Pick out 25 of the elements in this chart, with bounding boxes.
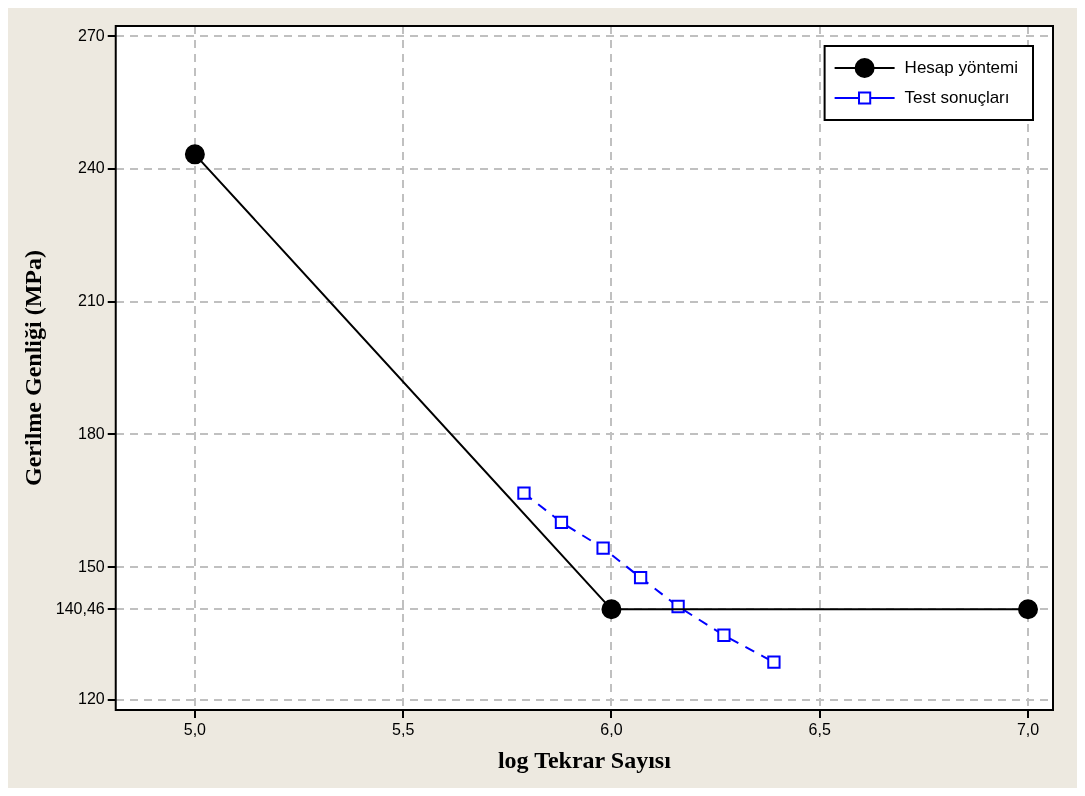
point bbox=[717, 628, 731, 642]
point bbox=[633, 571, 648, 585]
y-tick-label: 150 bbox=[78, 557, 105, 575]
point bbox=[554, 515, 569, 530]
y-tick-label: 210 bbox=[78, 292, 105, 310]
point bbox=[184, 144, 205, 165]
y-tick-label: 180 bbox=[78, 424, 105, 442]
point bbox=[767, 655, 781, 669]
point bbox=[1018, 599, 1039, 620]
x-tick-label: 6,5 bbox=[808, 721, 831, 739]
x-tick-label: 5,5 bbox=[392, 721, 415, 739]
x-tick-label: 7,0 bbox=[1016, 721, 1040, 739]
y-tick-label: 120 bbox=[78, 690, 105, 708]
legend-label: Hesap yöntemi bbox=[904, 57, 1018, 77]
point bbox=[596, 541, 610, 555]
y-tick-label: 240 bbox=[78, 159, 105, 177]
point bbox=[601, 599, 622, 620]
x-tick-label: 5,0 bbox=[183, 721, 207, 739]
x-axis-title: log Tekrar Sayısı bbox=[497, 746, 672, 773]
y-axis-title: Gerilme Genliği (MPa) bbox=[19, 250, 46, 486]
x-tick-label: 6,0 bbox=[600, 721, 623, 739]
y-tick-label: 140,46 bbox=[55, 599, 105, 617]
y-tick-label: 270 bbox=[78, 26, 105, 44]
point bbox=[517, 486, 531, 500]
legend-label: Test sonuçları bbox=[904, 87, 1010, 107]
